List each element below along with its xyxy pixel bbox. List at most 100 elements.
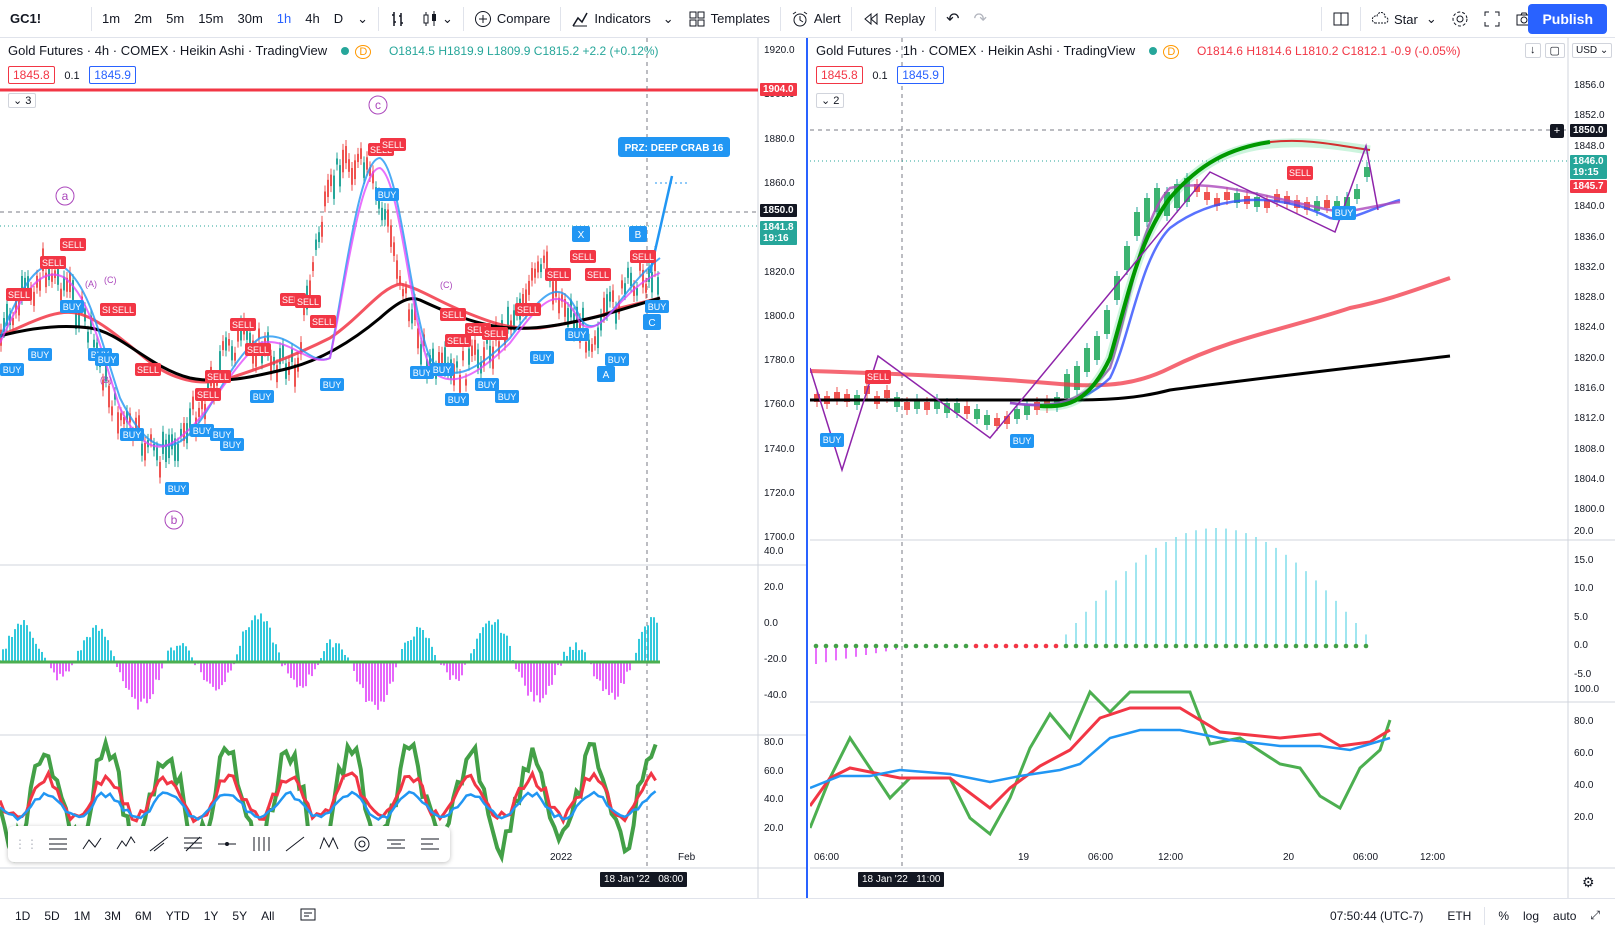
- range-ytd[interactable]: YTD: [165, 908, 190, 923]
- redo-icon[interactable]: ↷: [973, 10, 987, 28]
- interval-1m[interactable]: 1m: [102, 11, 121, 26]
- star-button[interactable]: Star ⌄: [1364, 0, 1444, 38]
- interval-4h[interactable]: 4h: [305, 11, 320, 26]
- candle-body: [324, 191, 326, 207]
- osc-axis-tick: -20.0: [764, 654, 787, 665]
- bar-style-icon[interactable]: [382, 0, 414, 38]
- candle-style-icon[interactable]: ⌄: [414, 0, 460, 38]
- time-axis-tick: 06:00: [814, 852, 840, 863]
- right-chart-legend[interactable]: Gold Futures · 1h · COMEX · Heikin Ashi …: [816, 43, 1461, 59]
- sell-signal-text: SELL: [197, 390, 219, 400]
- alert-button[interactable]: Alert: [784, 0, 848, 38]
- layout-icon[interactable]: [1325, 0, 1357, 38]
- interval-15m[interactable]: 15m: [198, 11, 224, 26]
- gear-icon[interactable]: ⚙: [1582, 874, 1595, 890]
- interval-2m[interactable]: 2m: [134, 11, 153, 26]
- fib-circle-tool-icon[interactable]: [348, 830, 376, 858]
- right-crosshair-time-tag: 18 Jan '22 11:00: [858, 872, 945, 887]
- buy-signal-label: [565, 328, 589, 341]
- horizontal-ray-tool-icon[interactable]: [213, 830, 241, 858]
- xabcd-pattern-tool-icon[interactable]: [315, 830, 343, 858]
- replay-button[interactable]: Replay: [855, 0, 932, 38]
- range-1m[interactable]: 1M: [73, 908, 91, 923]
- range-5d[interactable]: 5D: [44, 908, 60, 923]
- price-axis-tick: 1720.0: [764, 488, 795, 499]
- compare-button[interactable]: Compare: [467, 0, 557, 38]
- left-chart-legend[interactable]: Gold Futures · 4h · COMEX · Heikin Ashi …: [8, 43, 659, 59]
- publish-button[interactable]: Publish: [1528, 4, 1607, 34]
- collapse-indicators[interactable]: ⌄ 3: [8, 92, 37, 108]
- range-1d[interactable]: 1D: [15, 908, 31, 923]
- vertical-lines-tool-icon[interactable]: [247, 830, 275, 858]
- osc-dot: [1023, 643, 1029, 649]
- pattern-label-c[interactable]: C: [643, 314, 661, 330]
- candle-body: [630, 272, 632, 287]
- currency-selector[interactable]: USD ⌄: [1572, 43, 1613, 58]
- wave-label-c[interactable]: c: [368, 95, 388, 115]
- log-scale-button[interactable]: log: [1523, 908, 1540, 923]
- indicators-button[interactable]: Indicators ⌄: [564, 0, 680, 38]
- auto-scale-button[interactable]: auto: [1553, 908, 1577, 923]
- templates-button[interactable]: Templates: [681, 0, 777, 38]
- sell-signal-label: [110, 303, 136, 316]
- session-button[interactable]: ETH: [1447, 908, 1472, 923]
- right-chart[interactable]: BUY SELL BUY SELL BUY Gold Futures · 1h · CO…: [810, 38, 1615, 898]
- gear-icon[interactable]: [1444, 0, 1476, 38]
- range-5y[interactable]: 5Y: [232, 908, 248, 923]
- wave-label-b[interactable]: b: [164, 510, 184, 530]
- interval-dropdown-chevron-icon[interactable]: ⌄: [357, 10, 369, 26]
- range-all[interactable]: All: [261, 908, 275, 923]
- maximize-icon[interactable]: ▢: [1544, 43, 1565, 58]
- pattern-label-b[interactable]: B: [629, 226, 647, 242]
- sell-price-button[interactable]: 1845.8: [816, 66, 863, 84]
- candle-body: [984, 415, 990, 425]
- add-alert-plus-icon[interactable]: +: [1550, 124, 1564, 138]
- collapse-indicators[interactable]: ⌄ 2: [816, 92, 845, 108]
- buy-price-button[interactable]: 1845.9: [897, 66, 944, 84]
- horizontal-lines-tool-icon[interactable]: [44, 830, 72, 858]
- interval-d[interactable]: D: [333, 11, 344, 26]
- prz-annotation-box[interactable]: [618, 137, 730, 157]
- pattern-label-x[interactable]: X: [572, 226, 590, 242]
- candle-body: [159, 461, 161, 478]
- goto-date-icon[interactable]: [293, 907, 323, 924]
- clock-display[interactable]: 07:50:44 (UTC-7): [1329, 908, 1424, 923]
- trend-angle-tool-icon[interactable]: [145, 830, 173, 858]
- buy-price-button[interactable]: 1845.9: [89, 66, 136, 84]
- left-chart-canvas[interactable]: PRZ: DEEP CRAB 16 a b c (A) (B) (C) (C) …: [0, 38, 808, 898]
- percent-scale-button[interactable]: %: [1498, 908, 1510, 923]
- fib-retracement-tool-icon[interactable]: [179, 830, 207, 858]
- pattern-label-a[interactable]: A: [597, 366, 615, 382]
- interval-1h[interactable]: 1h: [276, 11, 292, 26]
- right-chart-canvas[interactable]: BUY SELL BUY SELL BUY: [810, 38, 1615, 898]
- range-3m[interactable]: 3M: [104, 908, 122, 923]
- range-1y[interactable]: 1Y: [203, 908, 219, 923]
- drag-handle-icon[interactable]: ⋮⋮: [14, 837, 38, 851]
- fullscreen-icon[interactable]: [1476, 0, 1508, 38]
- interval-30m[interactable]: 30m: [237, 11, 263, 26]
- buy-signal-text: BUY: [533, 353, 552, 363]
- zigzag-line[interactable]: [810, 143, 1379, 473]
- trend-line-tool-icon[interactable]: [281, 830, 309, 858]
- price-axis-tick: 1880.0: [764, 133, 795, 145]
- buy-signal-text: BUY: [413, 368, 432, 378]
- svg-text:a: a: [62, 189, 69, 203]
- download-icon[interactable]: ↓: [1525, 43, 1541, 58]
- symbol-search[interactable]: GC1!: [10, 11, 42, 26]
- undo-icon[interactable]: ↶: [946, 10, 960, 28]
- elliott-wave-tool-icon[interactable]: [112, 830, 140, 858]
- sell-price-button[interactable]: 1845.8: [8, 66, 55, 84]
- interval-5m[interactable]: 5m: [166, 11, 185, 26]
- range-6m[interactable]: 6M: [135, 908, 152, 923]
- candle-body: [1154, 188, 1160, 212]
- left-chart[interactable]: PRZ: DEEP CRAB 16 a b c (A) (B) (C) (C) …: [0, 38, 808, 898]
- buy-signal-text: BUY: [213, 430, 232, 440]
- price-range-tool-icon[interactable]: [416, 830, 444, 858]
- expand-icon[interactable]: ⤢: [1590, 908, 1600, 922]
- abcd-pattern-tool-icon[interactable]: [78, 830, 106, 858]
- candle-body: [534, 268, 536, 278]
- candle-body: [141, 443, 143, 456]
- parallel-channel-tool-icon[interactable]: [382, 830, 410, 858]
- buy-signal-text: BUY: [323, 380, 342, 390]
- wave-label-a[interactable]: a: [55, 186, 75, 206]
